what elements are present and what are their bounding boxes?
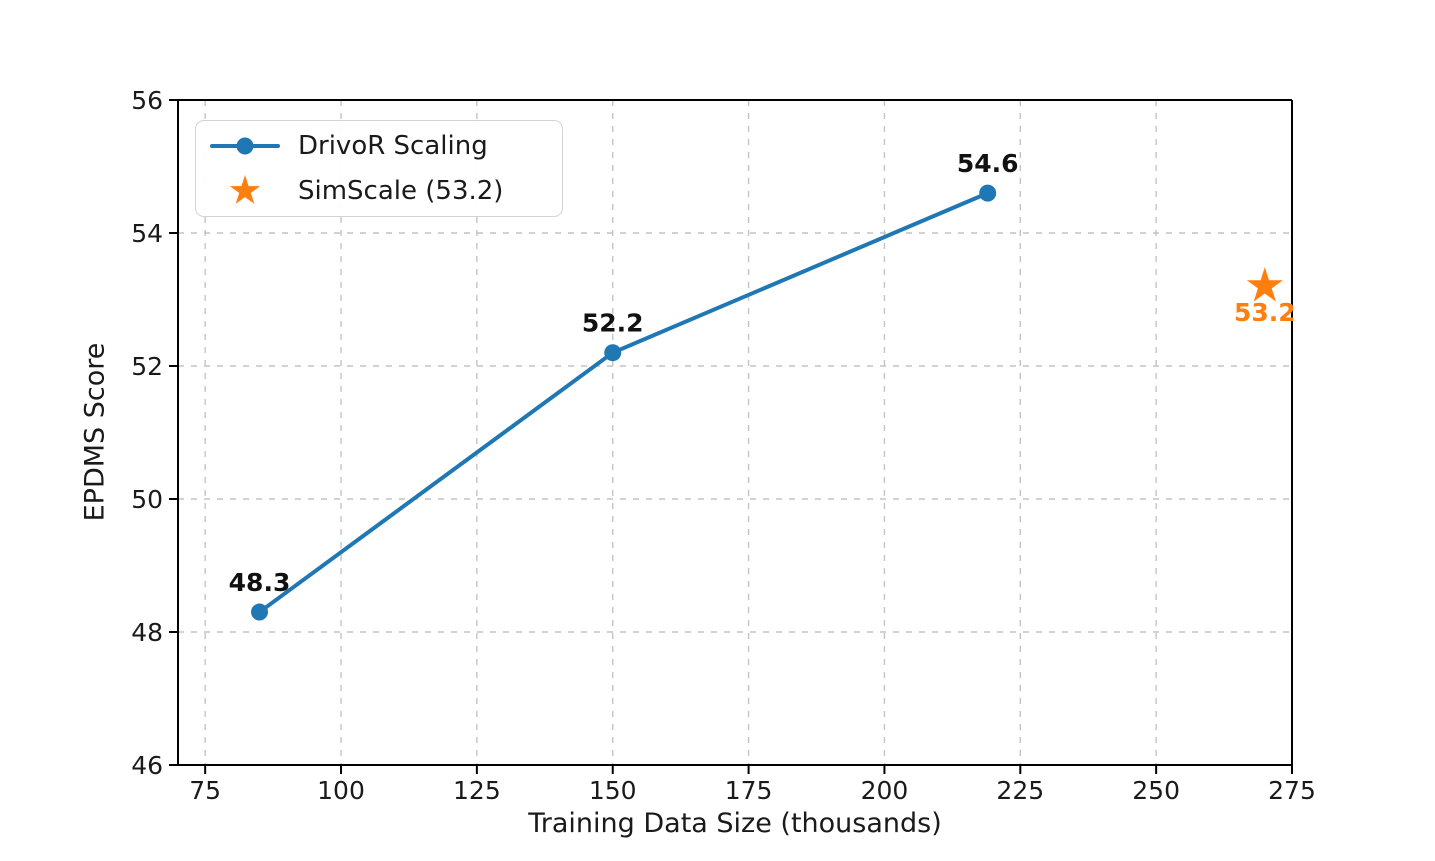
x-tick-label: 200	[861, 776, 909, 805]
y-tick-label: 46	[131, 751, 163, 780]
data-point-label: 48.3	[229, 568, 291, 597]
data-point-marker	[251, 603, 269, 621]
data-point-marker	[979, 184, 997, 202]
x-axis-label: Training Data Size (thousands)	[528, 808, 942, 839]
y-tick-label: 54	[131, 219, 163, 248]
x-tick-label: 225	[996, 776, 1044, 805]
y-tick-label: 48	[131, 618, 163, 647]
legend-item-simscale: SimScale (53.2)	[210, 173, 552, 209]
y-tick-label: 56	[131, 86, 163, 115]
x-tick-label: 75	[189, 776, 221, 805]
x-tick-label: 100	[317, 776, 365, 805]
data-point-label: 53.2	[1234, 298, 1296, 327]
line-circle-marker-icon	[210, 137, 280, 155]
star-icon	[229, 175, 261, 205]
y-tick-label: 52	[131, 352, 163, 381]
data-point-label: 54.6	[957, 149, 1019, 178]
series-line	[257, 191, 990, 615]
legend-label-drivor-scaling: DrivoR Scaling	[298, 130, 488, 161]
x-tick-label: 250	[1132, 776, 1180, 805]
x-tick-label: 275	[1268, 776, 1316, 805]
legend: DrivoR Scaling SimScale (53.2)	[195, 120, 563, 217]
y-tick-label: 50	[131, 485, 163, 514]
data-point-label: 52.2	[582, 309, 644, 338]
data-point-marker	[604, 344, 622, 362]
star-marker	[1246, 267, 1283, 302]
legend-item-drivor-scaling: DrivoR Scaling	[210, 128, 552, 164]
x-tick-label: 175	[725, 776, 773, 805]
y-axis-label: EPDMS Score	[79, 342, 111, 522]
x-tick-label: 125	[453, 776, 501, 805]
legend-label-simscale: SimScale (53.2)	[298, 176, 504, 207]
x-tick-label: 150	[589, 776, 637, 805]
